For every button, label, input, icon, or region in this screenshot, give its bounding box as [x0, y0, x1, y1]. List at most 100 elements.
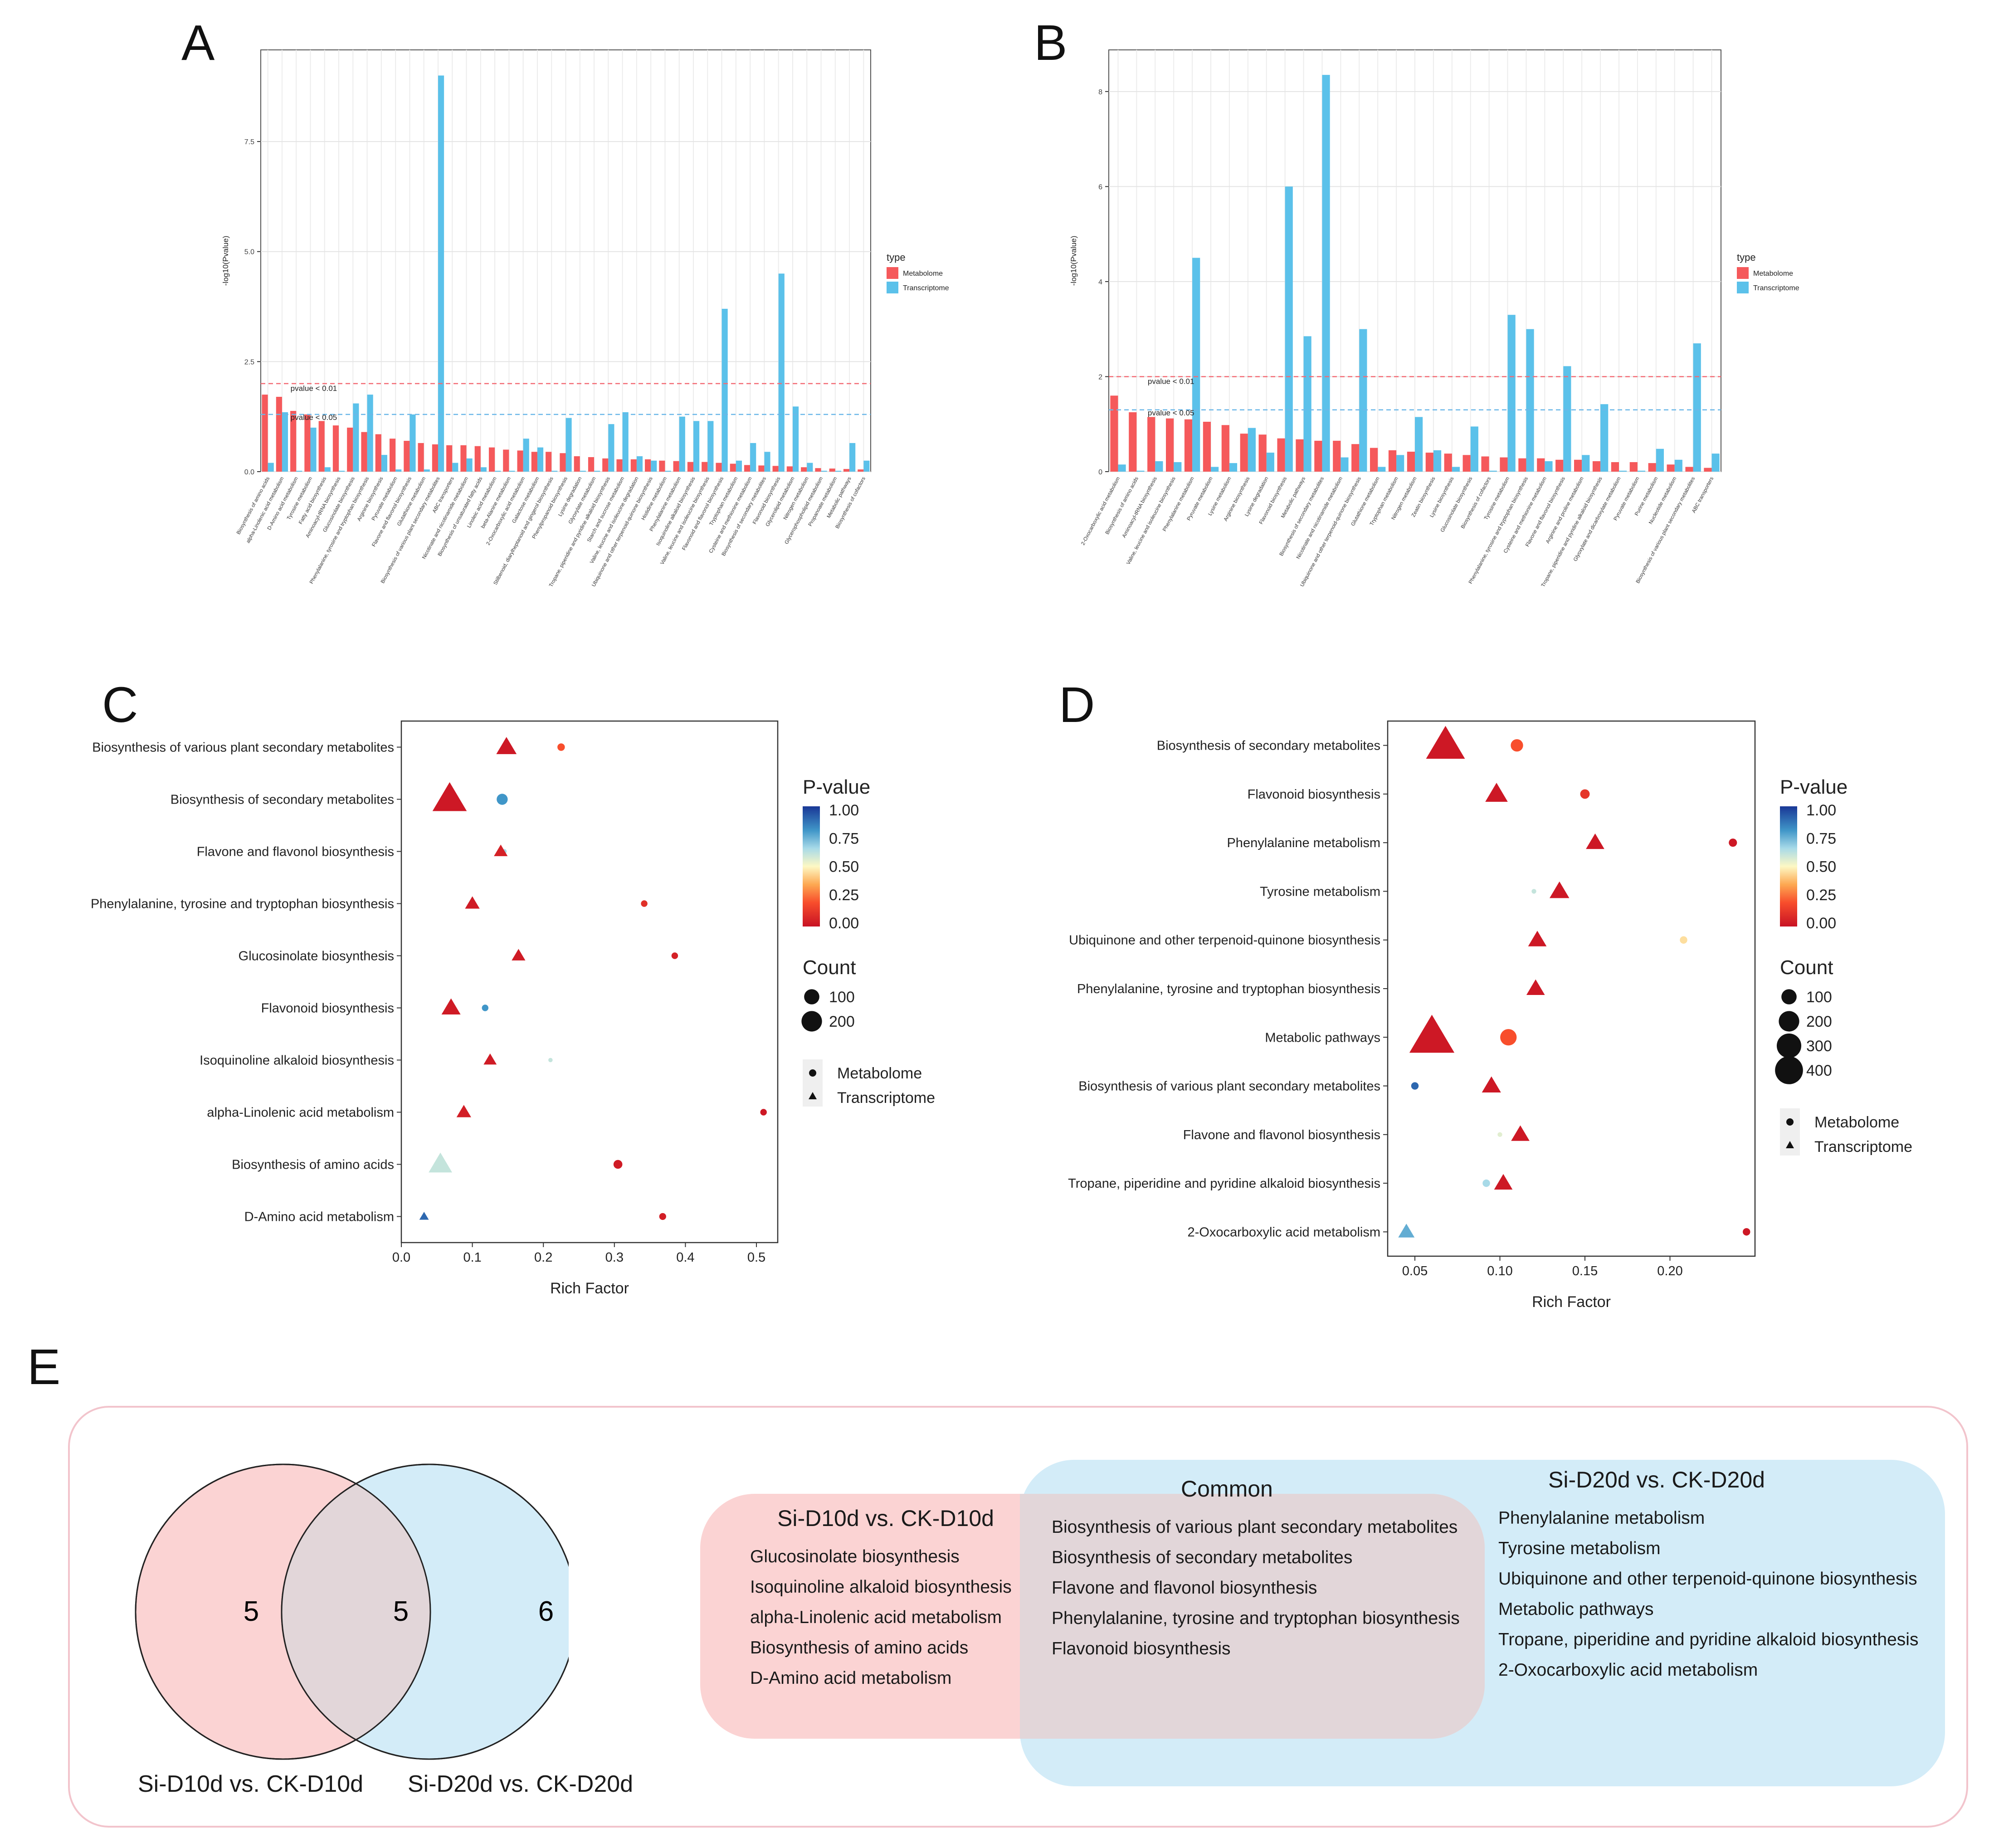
panel-label-c: C [102, 677, 138, 733]
threshold-label-005: pvalue < 0.05 [1148, 409, 1194, 417]
bar-metabolome [318, 421, 325, 472]
bar-transcriptome [1118, 464, 1126, 472]
bar-transcriptome [736, 460, 742, 472]
threshold-label-001: pvalue < 0.01 [1148, 377, 1194, 385]
bar-metabolome [560, 453, 566, 472]
bar-metabolome [588, 457, 595, 472]
dot-plot-c: Biosynthesis of various plant secondary … [91, 720, 935, 1297]
y-tick-label: 0.0 [244, 468, 254, 476]
list-item: Biosynthesis of various plant secondary … [1052, 1517, 1458, 1537]
bar-transcriptome [1174, 462, 1182, 472]
shape-legend-label: Transcriptome [837, 1089, 935, 1107]
plot-panel [1387, 720, 1756, 1257]
pathway-label: Ubiquinone and other terpenoid-quinone b… [1069, 933, 1380, 948]
list-item: Isoquinoline alkaloid biosynthesis [750, 1577, 1012, 1597]
pathway-label: Glucosinolate biosynthesis [239, 949, 394, 964]
bar-metabolome [1110, 395, 1118, 472]
y-tick-label: 7.5 [244, 138, 254, 146]
bar-transcriptome [1526, 329, 1534, 472]
pathway-label: Biosynthesis of amino acids [232, 1158, 394, 1172]
bar-transcriptome [580, 471, 586, 472]
pathway-label: Phenylalanine, tyrosine and tryptophan b… [1077, 982, 1380, 996]
x-tick-label: Biosynthesis of amino acids [1105, 476, 1140, 536]
legend-count-title: Count [1780, 956, 1833, 979]
point-transcriptome [419, 1212, 429, 1220]
bar-transcriptome [778, 273, 785, 472]
pathway-label: Biosynthesis of secondary metabolites [1157, 739, 1380, 753]
bar-transcriptome [1637, 470, 1646, 472]
colorbar-tick-label: 0.25 [829, 887, 859, 904]
x-tick-label: 0.20 [1657, 1264, 1682, 1278]
point-metabolome [613, 1160, 623, 1169]
y-axis-label: -log10(Pvalue) [1069, 236, 1078, 286]
venn-diagram: 5 5 6 [135, 1463, 569, 1760]
bar-transcriptome [296, 471, 302, 472]
bar-transcriptome [367, 395, 373, 472]
common-group-title: Common [1181, 1476, 1273, 1502]
x-tick-label: Glucosinolate biosynthesis [1440, 476, 1474, 533]
bar-transcriptome [1711, 453, 1720, 472]
bar-metabolome [1425, 453, 1433, 472]
bar-transcriptome [1489, 470, 1497, 472]
venn-right-count: 6 [538, 1596, 554, 1627]
legend-pvalue-title: P-value [803, 776, 870, 798]
left-group-list: Glucosinolate biosynthesis Isoquinoline … [750, 1541, 1012, 1693]
list-item: Flavonoid biosynthesis [1052, 1639, 1231, 1658]
bar-metabolome [1592, 461, 1601, 472]
point-transcriptome [1586, 833, 1604, 849]
colorbar-tick-label: 0.50 [829, 858, 859, 876]
bar-metabolome [574, 456, 580, 472]
point-metabolome [1511, 739, 1523, 752]
bar-transcriptome [324, 467, 331, 472]
bar-metabolome [304, 414, 311, 472]
bar-metabolome [744, 465, 751, 472]
bar-transcriptome [509, 471, 515, 472]
x-tick-label: 0.5 [747, 1250, 765, 1265]
bar-transcriptome [410, 414, 416, 472]
x-tick-label: 0.05 [1402, 1264, 1428, 1278]
point-metabolome [548, 1058, 553, 1063]
x-tick-label: 0.0 [392, 1250, 410, 1265]
list-item: alpha-Linolenic acid metabolism [750, 1608, 1002, 1627]
common-overlap-region [1020, 1494, 1485, 1739]
x-axis-label: Rich Factor [550, 1280, 629, 1297]
bar-metabolome [531, 452, 537, 472]
venn-summary-box: 5 5 6 Si-D10d vs. CK-D10d Si-D20d vs. CK… [68, 1406, 1968, 1828]
bar-metabolome [772, 466, 779, 472]
bar-transcriptome [594, 471, 600, 472]
x-tick-label: Pyruvate metabolism [371, 476, 399, 522]
pathway-label: Tropane, piperidine and pyridine alkaloi… [1068, 1176, 1380, 1191]
bar-metabolome [517, 450, 523, 472]
point-transcriptome [1482, 1076, 1501, 1093]
count-legend-label: 400 [1806, 1062, 1832, 1079]
bar-metabolome [1407, 451, 1415, 472]
bar-transcriptome [849, 443, 856, 472]
count-legend-dot [1776, 1033, 1802, 1058]
bar-transcriptome [1674, 459, 1682, 472]
count-legend-label: 100 [829, 989, 855, 1006]
right-group-title: Si-D20d vs. CK-D20d [1548, 1467, 1765, 1492]
point-metabolome [1497, 1132, 1502, 1137]
x-tick-label: Aminoacyl-tRNA biosynthesis [1121, 476, 1158, 539]
bar-transcriptome [495, 471, 501, 472]
count-legend-dot [1779, 1011, 1799, 1032]
bar-metabolome [1147, 417, 1155, 472]
bar-metabolome [332, 425, 339, 472]
pathway-label: D-Amino acid metabolism [244, 1210, 394, 1224]
bar-metabolome [1129, 412, 1137, 472]
point-transcriptome [465, 896, 480, 909]
point-metabolome [1743, 1228, 1750, 1236]
bar-metabolome [829, 468, 835, 472]
pathway-label: 2-Oxocarboxylic acid metabolism [1188, 1225, 1380, 1239]
pathway-label: Phenylalanine metabolism [1227, 836, 1380, 850]
bar-metabolome [446, 445, 453, 472]
right-group-list: Phenylalanine metabolism Tyrosine metabo… [1498, 1503, 1918, 1685]
count-legend-dot [1781, 989, 1797, 1004]
point-transcriptome [441, 998, 461, 1014]
count-legend-label: 200 [1806, 1013, 1832, 1030]
bar-transcriptome [835, 471, 841, 472]
bar-transcriptome [693, 421, 700, 472]
colorbar-tick-label: 0.00 [1806, 915, 1836, 932]
pathway-label: Phenylalanine, tyrosine and tryptophan b… [91, 897, 394, 912]
point-transcriptome [1550, 881, 1570, 898]
